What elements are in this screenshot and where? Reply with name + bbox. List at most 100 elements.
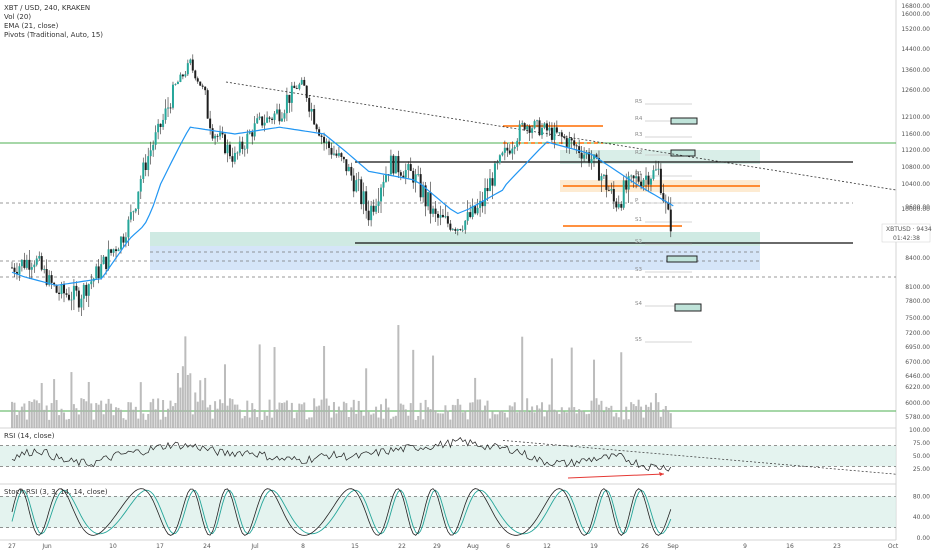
candle-body xyxy=(196,78,199,82)
candle-body xyxy=(211,128,214,139)
candle-body xyxy=(67,294,70,300)
volume-bar xyxy=(328,405,331,428)
candle-body xyxy=(365,191,368,211)
rsi-title[interactable]: RSI (14, close) xyxy=(4,432,55,440)
candle-body xyxy=(53,282,56,286)
candle-body xyxy=(320,135,323,137)
volume-bar xyxy=(491,411,494,428)
candle-body xyxy=(238,141,241,153)
price-tick-label: 6460.00 xyxy=(905,373,930,380)
candle-body xyxy=(337,153,340,156)
volume-bar xyxy=(464,410,467,428)
candle-body xyxy=(568,138,571,148)
volume-bar xyxy=(637,399,640,428)
candle-body xyxy=(593,154,596,160)
candle-body xyxy=(444,216,447,218)
volume-bar xyxy=(313,398,316,428)
candle-body xyxy=(590,159,593,163)
volume-bar xyxy=(429,409,432,428)
candle-body xyxy=(318,129,321,136)
candle-body xyxy=(607,189,610,191)
candle-body xyxy=(243,148,246,150)
volume-bar xyxy=(652,410,655,428)
volume-bar xyxy=(80,398,83,428)
rsi-trendline xyxy=(502,440,897,475)
volume-bar xyxy=(171,406,174,428)
candle-body xyxy=(308,97,311,112)
volume-bar xyxy=(607,407,610,428)
candle-body xyxy=(578,146,581,154)
volume-bar xyxy=(399,403,402,428)
volume-bar xyxy=(323,346,326,428)
candle-body xyxy=(640,181,643,187)
volume-bar xyxy=(241,418,244,428)
candle-body xyxy=(23,259,26,268)
candle-body xyxy=(548,127,551,131)
volume-bar xyxy=(654,393,657,428)
volume-bar xyxy=(600,400,603,428)
candle-body xyxy=(241,141,244,149)
volume-bar xyxy=(290,402,293,428)
candle-body xyxy=(295,88,298,89)
volume-bar xyxy=(563,411,566,428)
candle-body xyxy=(645,175,648,180)
volume-bar xyxy=(389,418,392,428)
candle-body xyxy=(112,249,115,253)
volume-bar xyxy=(593,359,596,428)
candle-body xyxy=(397,156,400,173)
indicator-ema[interactable]: EMA (21, close) xyxy=(4,22,59,30)
volume-bar xyxy=(142,413,145,428)
indicator-pivots[interactable]: Pivots (Traditional, Auto, 15) xyxy=(4,31,104,39)
price-tick-label: 6700.00 xyxy=(905,359,930,366)
candle-body xyxy=(273,113,276,120)
symbol-title[interactable]: XBT / USD, 240, KRAKEN xyxy=(4,4,91,12)
volume-bar xyxy=(15,414,18,428)
candle-body xyxy=(107,249,110,270)
candle-body xyxy=(667,202,670,210)
candle-body xyxy=(154,132,157,145)
volume-bar xyxy=(647,406,650,428)
price-tick-label: 16000.00 xyxy=(901,11,930,18)
candle-body xyxy=(325,141,328,143)
volume-bar xyxy=(209,404,212,428)
candle-body xyxy=(632,175,635,179)
candle-body xyxy=(511,148,514,154)
candle-body xyxy=(513,146,516,149)
volume-bar xyxy=(58,415,61,428)
stoch-title[interactable]: Stoch RSI (3, 3, 14, 14, close) xyxy=(4,488,108,496)
time-tick-label: 16 xyxy=(786,543,794,550)
volume-bar xyxy=(251,403,254,428)
volume-bar xyxy=(60,408,63,428)
volume-bar xyxy=(167,408,170,428)
price-tick-label: 7800.00 xyxy=(905,298,930,305)
candle-body xyxy=(342,156,345,160)
candle-body xyxy=(501,152,504,156)
candle-body xyxy=(518,124,521,141)
price-tick-label: 10000.00 xyxy=(901,206,930,213)
pivot-label: P xyxy=(635,198,639,204)
volume-bar xyxy=(127,402,130,428)
candle-body xyxy=(313,109,316,125)
pivot-label: R4 xyxy=(635,116,643,122)
candle-body xyxy=(216,135,219,137)
candle-body xyxy=(521,123,524,125)
volume-bar xyxy=(585,414,588,428)
candle-body xyxy=(266,117,269,123)
candle-body xyxy=(330,147,333,155)
indicator-vol[interactable]: Vol (20) xyxy=(4,13,32,21)
volume-bar xyxy=(271,417,274,428)
candle-body xyxy=(588,152,591,163)
volume-bar xyxy=(211,418,214,428)
volume-bar xyxy=(553,409,556,428)
volume-bar xyxy=(45,405,48,428)
volume-bar xyxy=(162,399,165,428)
candle-body xyxy=(377,201,380,206)
candle-body xyxy=(77,290,80,308)
price-tick-label: 15200.00 xyxy=(901,26,930,33)
candle-body xyxy=(233,152,236,162)
candle-body xyxy=(553,127,556,140)
volume-bar xyxy=(340,410,343,428)
volume-bar xyxy=(13,402,16,428)
volume-bar xyxy=(545,410,548,428)
